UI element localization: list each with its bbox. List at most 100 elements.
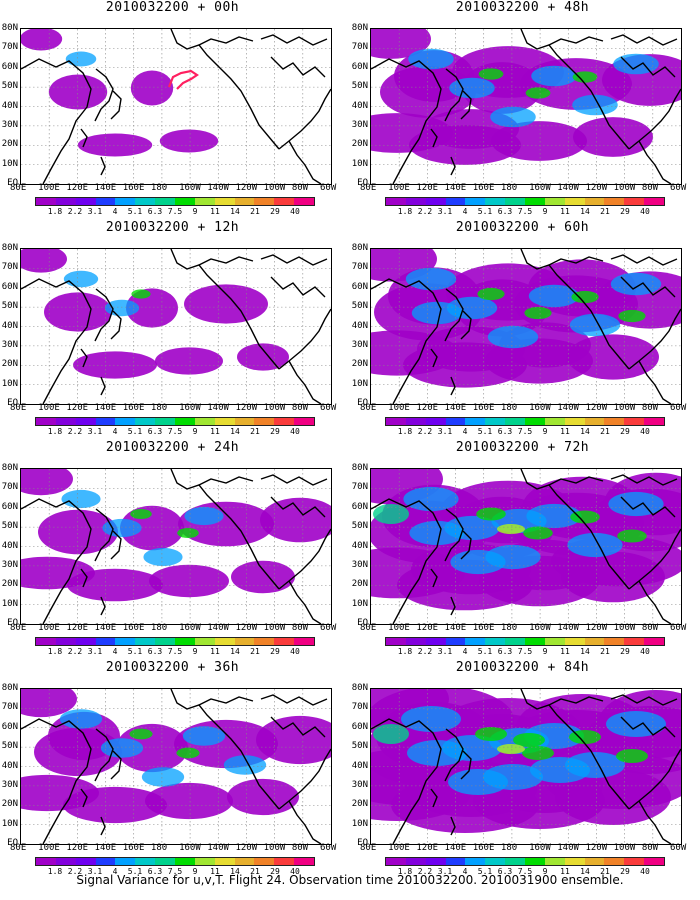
longitude-label: 100W	[263, 183, 286, 193]
colorbar-swatch	[254, 858, 275, 865]
coastline	[94, 288, 114, 342]
longitude-label: 120E	[66, 183, 89, 193]
variance-shading	[478, 68, 504, 80]
colorbar-tick-label: 29	[270, 427, 280, 436]
variance-shading	[182, 726, 226, 746]
colorbar	[35, 417, 315, 426]
variance-shading	[408, 48, 454, 70]
latitude-label: EQ	[357, 178, 368, 188]
colorbar-tick-label: 5.1	[127, 647, 143, 656]
colorbar-swatch	[36, 638, 56, 645]
longitude-label: 100E	[388, 183, 410, 193]
longitude-label: 180	[150, 183, 168, 193]
latitude-label: 40N	[351, 760, 368, 771]
colorbar-tick-label: 5.1	[477, 427, 493, 436]
longitude-label: 160E	[122, 623, 145, 633]
colorbar-tick-label: 11	[560, 207, 570, 216]
variance-shading	[21, 556, 95, 590]
colorbar-swatch	[564, 198, 585, 205]
colorbar-swatch	[75, 638, 96, 645]
colorbar-tick-label: 4	[462, 207, 468, 216]
colorbar-tick-label: 6.3	[147, 427, 163, 436]
variance-shading	[104, 299, 140, 317]
flight-track	[167, 69, 199, 90]
latitude-label: 80N	[1, 683, 18, 693]
coastline	[620, 496, 676, 518]
colorbar-swatch	[525, 858, 545, 865]
coastline	[110, 530, 122, 560]
latitude-label: 10N	[351, 598, 368, 609]
latitude-label: 10N	[351, 378, 368, 389]
longitude-label: 120E	[416, 403, 439, 413]
colorbar-swatch	[175, 638, 195, 645]
latitude-label: 50N	[351, 741, 368, 752]
longitude-label: 80W	[641, 403, 659, 413]
colorbar-tick-label: 1.8	[47, 207, 63, 216]
colorbar-swatch	[55, 858, 76, 865]
colorbar-tick-label: 9	[542, 647, 548, 656]
colorbar-tick-label: 9	[542, 427, 548, 436]
colorbar-tick-label: 40	[640, 207, 650, 216]
coastline	[450, 376, 456, 396]
coastline	[270, 496, 326, 518]
coastline	[520, 249, 630, 370]
colorbar-tick-label: 14	[230, 647, 240, 656]
longitude-label: 180	[500, 403, 518, 413]
panel-title: 2010032200 + 84h	[455, 660, 590, 675]
colorbar-tick-label: 3.1	[437, 867, 453, 876]
colorbar-swatch	[465, 198, 486, 205]
colorbar-swatch	[294, 418, 315, 425]
colorbar-tick-label: 2.2	[67, 427, 83, 436]
latitude-label: EQ	[7, 838, 18, 848]
latitude-label: 20N	[1, 579, 18, 590]
longitude-label: 100E	[38, 623, 60, 633]
longitude-label: 100E	[388, 623, 410, 633]
colorbar-tick-label: 7.5	[517, 867, 533, 876]
colorbar-tick-label: 4	[462, 647, 468, 656]
coastline	[371, 58, 442, 184]
colorbar-tick-label: 14	[580, 427, 590, 436]
coastline	[198, 476, 254, 486]
latitude-label: EQ	[7, 178, 18, 188]
variance-shading	[571, 290, 599, 304]
colorbar-tick-label: 3.1	[437, 647, 453, 656]
colorbar-swatch	[465, 638, 486, 645]
colorbar-tick-label: 11	[560, 427, 570, 436]
longitude-label: 160E	[472, 403, 495, 413]
variance-shading	[567, 532, 623, 558]
variance-shading	[530, 757, 590, 783]
longitude-label: 120E	[66, 403, 89, 413]
colorbar-tick-label: 40	[290, 647, 300, 656]
longitude-label: 140E	[444, 623, 467, 633]
longitude-label: 100W	[613, 623, 636, 633]
colorbar-swatch	[214, 418, 235, 425]
longitude-label: 160E	[122, 183, 145, 193]
colorbar-tick-label: 2.2	[417, 867, 433, 876]
colorbar-tick-label: 2.2	[67, 647, 83, 656]
longitude-label: 80E	[360, 623, 377, 633]
coastline	[21, 278, 92, 404]
variance-shading	[613, 53, 659, 75]
colorbar-swatch	[155, 198, 176, 205]
colorbar-tick-label: 14	[230, 207, 240, 216]
colorbar-swatch	[544, 418, 565, 425]
map-area	[370, 248, 682, 405]
coastline	[100, 156, 106, 176]
colorbar-tick-label: 3.1	[87, 207, 103, 216]
longitude-label: 60W	[320, 623, 337, 633]
colorbar-tick-label: 3.1	[87, 647, 103, 656]
longitude-label: 140W	[557, 623, 579, 633]
colorbar-tick-label: 5.1	[127, 427, 143, 436]
colorbar-swatch	[254, 418, 275, 425]
colorbar-tick-label: 40	[640, 867, 650, 876]
longitude-label: 80E	[10, 623, 27, 633]
colorbar-swatch	[274, 198, 295, 205]
colorbar-swatch	[405, 638, 426, 645]
colorbar-swatch	[425, 638, 446, 645]
variance-shading	[497, 524, 525, 534]
longitude-label: 100W	[263, 843, 286, 853]
colorbar-swatch	[386, 858, 406, 865]
variance-shading	[21, 469, 73, 496]
longitude-label: 160W	[179, 843, 201, 853]
colorbar	[35, 857, 315, 866]
